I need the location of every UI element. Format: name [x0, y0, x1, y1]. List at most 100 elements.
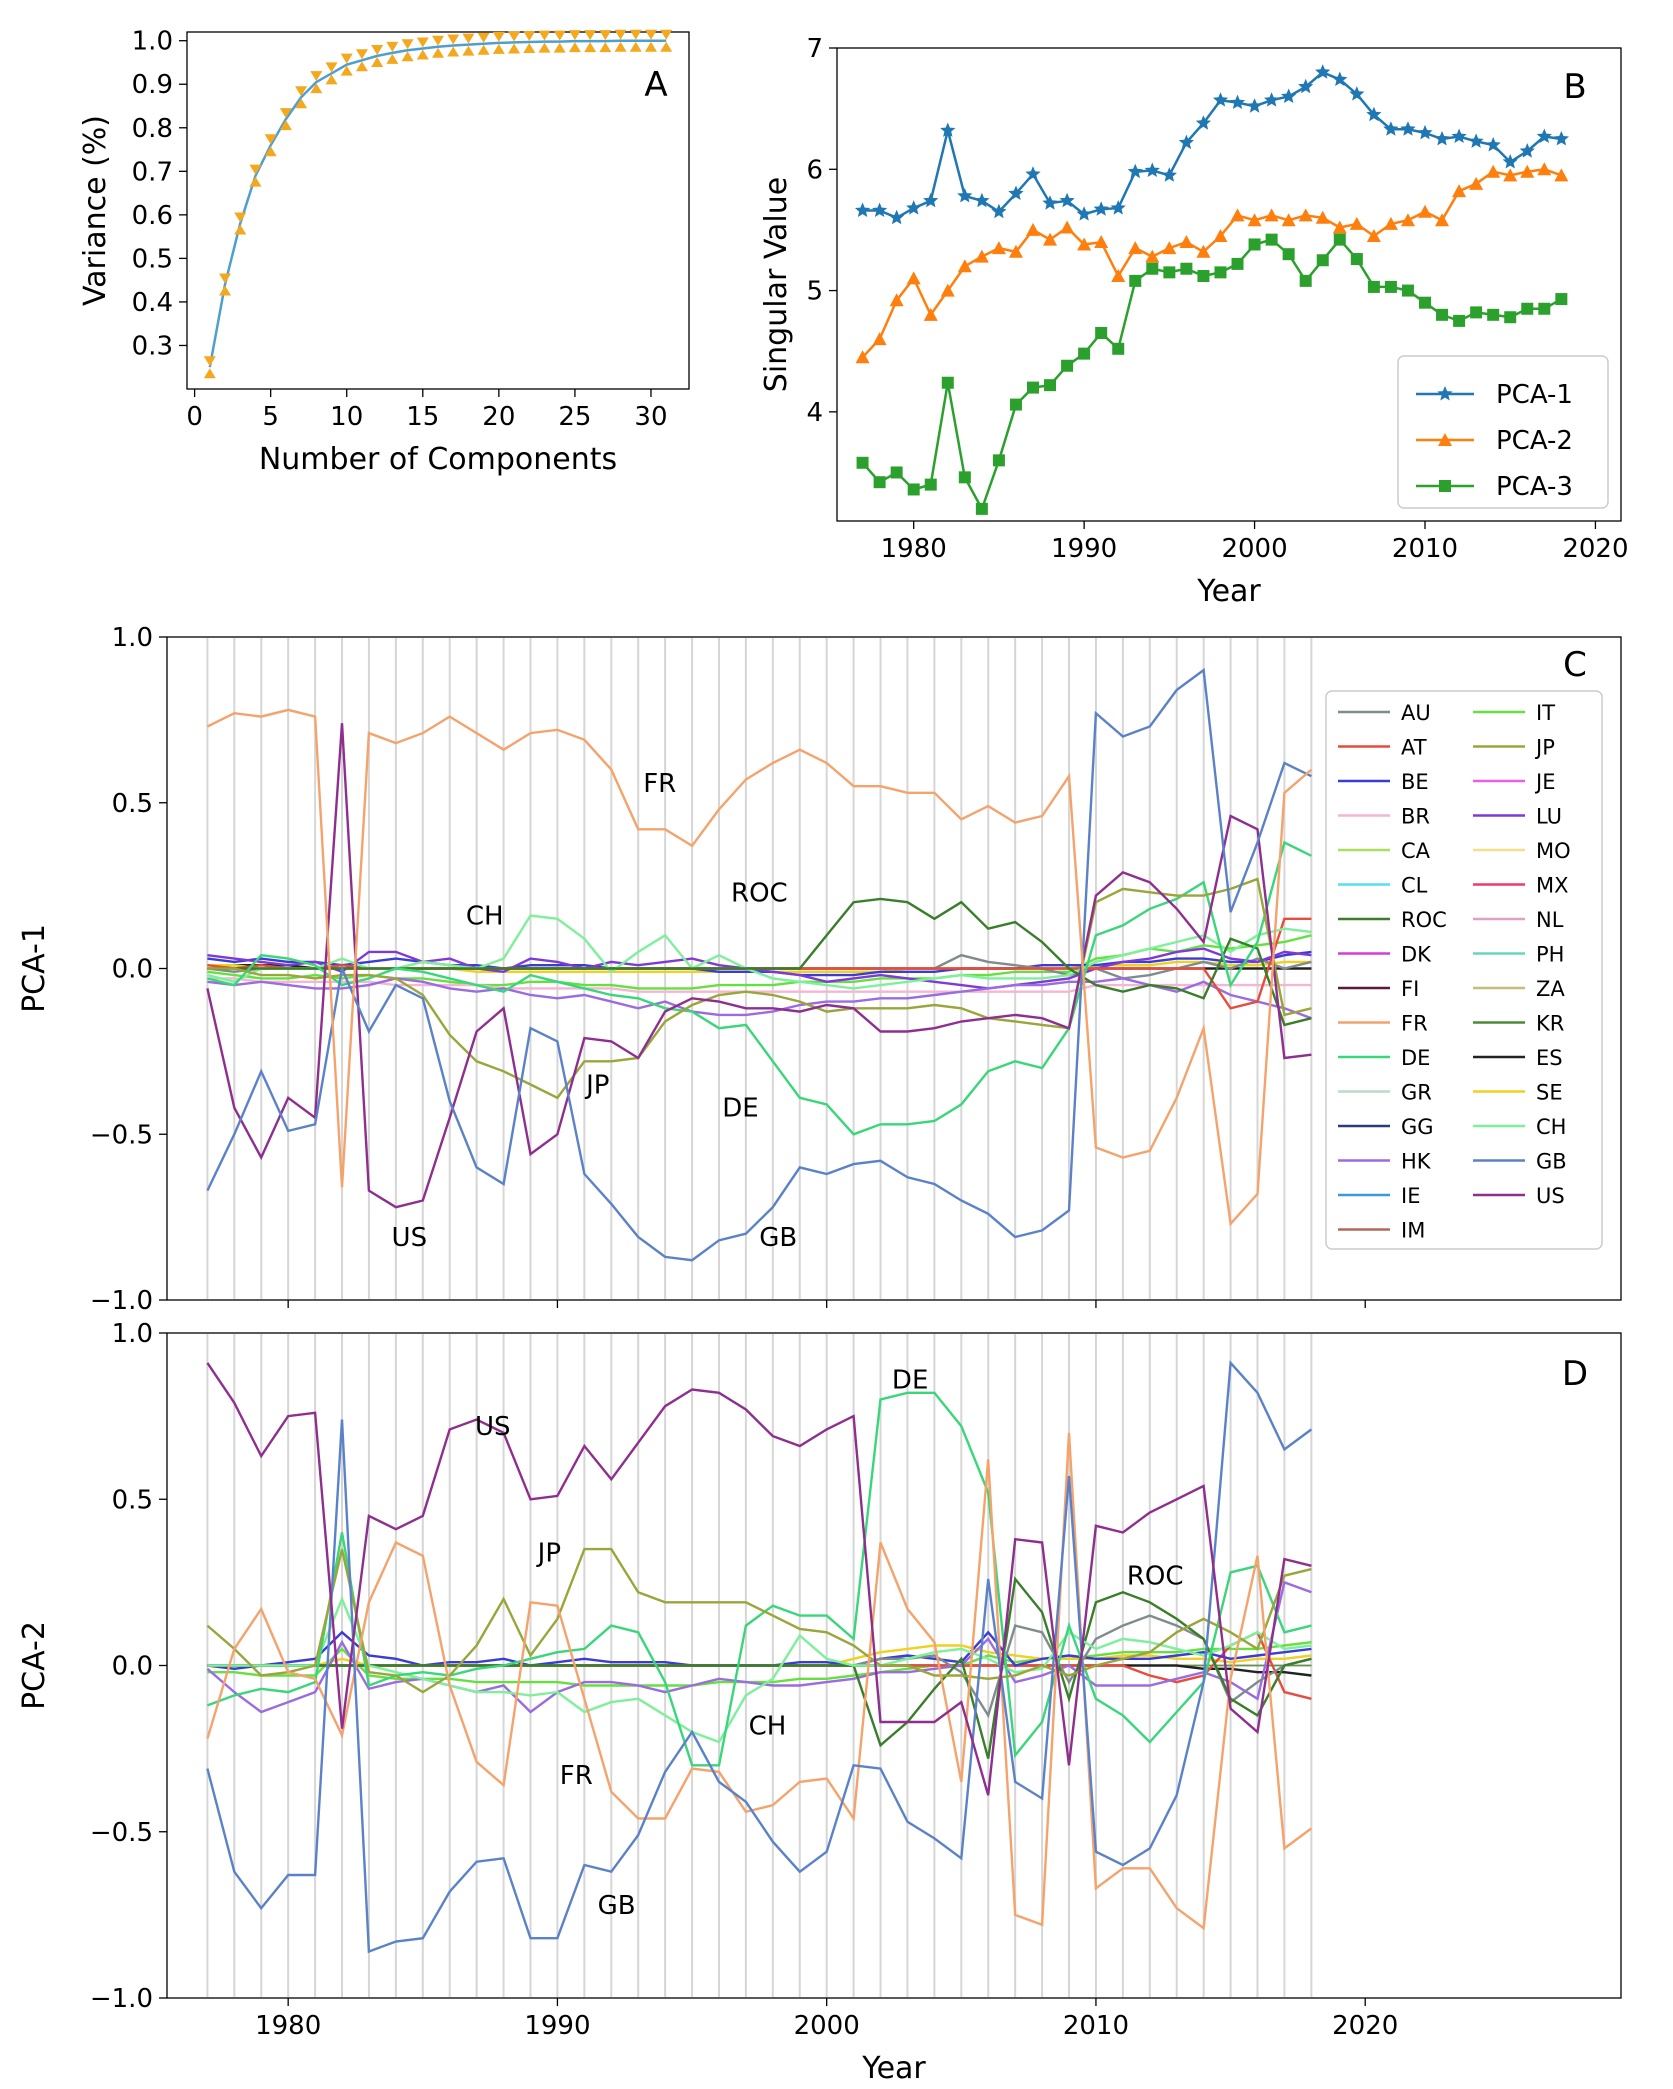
marker-triangle — [1162, 241, 1177, 255]
marker-square — [873, 476, 886, 489]
marker-down — [203, 356, 216, 367]
marker-square — [1333, 233, 1346, 246]
marker-triangle — [1452, 184, 1467, 198]
marker-square — [1299, 274, 1312, 287]
marker-down — [508, 31, 521, 42]
marker-triangle — [1008, 244, 1023, 258]
marker-triangle — [1145, 249, 1160, 263]
y-tick-label: 0.0 — [112, 955, 153, 985]
marker-up — [219, 285, 232, 296]
series-line-roc — [207, 897, 1312, 1027]
legend-label-gr: GR — [1401, 1081, 1432, 1105]
marker-triangle — [974, 249, 989, 263]
annotation-de: DE — [722, 1094, 758, 1124]
annotation-jp: JP — [584, 1071, 609, 1101]
marker-star — [940, 122, 956, 137]
marker-triangle — [991, 241, 1006, 255]
x-tick-label: 1980 — [881, 534, 947, 564]
series-line-roc — [207, 1576, 1312, 1759]
marker-star — [974, 192, 990, 208]
legend-label-lu: LU — [1536, 805, 1562, 829]
x-tick-label: 2000 — [794, 2011, 860, 2041]
marker-square — [1163, 266, 1176, 279]
marker-square — [1009, 398, 1022, 411]
series-line-de — [206, 1391, 1312, 1767]
marker-down — [660, 29, 673, 40]
legend-label: PCA-3 — [1496, 472, 1573, 502]
marker-triangle — [1196, 244, 1211, 258]
marker-star — [1247, 98, 1263, 113]
marker-star — [1161, 167, 1177, 182]
marker-square — [1095, 327, 1108, 340]
marker-triangle — [1060, 220, 1075, 234]
marker-star — [1400, 121, 1416, 136]
marker-star — [1383, 121, 1399, 136]
marker-square — [1231, 257, 1244, 270]
series-line-hk — [207, 977, 1312, 1020]
y-tick-label: 1.0 — [112, 623, 153, 653]
legend-label-cl: CL — [1401, 874, 1428, 898]
marker-star — [1076, 206, 1092, 221]
annotation-us: US — [475, 1412, 511, 1442]
series-line-fr — [206, 1432, 1313, 1931]
marker-up — [523, 43, 536, 54]
y-tick-label: −0.5 — [90, 1120, 153, 1150]
legend-label-za: ZA — [1536, 977, 1565, 1001]
marker-down — [599, 30, 612, 41]
marker-down — [355, 49, 368, 60]
marker-star — [872, 202, 888, 217]
series-line-jp — [207, 877, 1312, 1100]
marker-square — [1316, 254, 1329, 267]
y-tick-label: 1.0 — [132, 27, 173, 57]
x-tick-label: 2010 — [1392, 534, 1458, 564]
panel-a: 0 5 10 15 20 25 30 0.3 0.4 0.5 0.6 0.7 0.8 0.9 1.0 Numb… — [78, 27, 690, 477]
marker-triangle — [1026, 222, 1040, 236]
y-tick-label: 0.8 — [132, 114, 173, 144]
legend-label-im: IM — [1401, 1219, 1425, 1243]
marker-down — [295, 86, 308, 97]
marker-up — [203, 368, 216, 379]
marker-square — [941, 376, 954, 389]
marker-triangle — [1264, 208, 1279, 222]
series-line-fr — [206, 708, 1313, 1227]
series-line-at — [207, 917, 1312, 1010]
series-line-it — [207, 1641, 1312, 1687]
marker-square — [1555, 293, 1568, 306]
marker-square — [1367, 280, 1380, 293]
marker-square — [975, 502, 988, 515]
marker-star — [889, 209, 905, 225]
marker-star — [906, 200, 922, 215]
y-tick-label: 0.7 — [132, 157, 173, 187]
marker-triangle — [1349, 216, 1364, 230]
legend-label-be: BE — [1401, 770, 1429, 794]
annotation-ch: CH — [749, 1711, 787, 1741]
x-axis-label: Number of Components — [259, 442, 617, 477]
marker-down — [614, 29, 627, 40]
marker-square — [1214, 266, 1227, 279]
x-tick-label: 20 — [482, 402, 515, 432]
marker-down — [523, 31, 536, 42]
panel-label: B — [1563, 67, 1586, 107]
legend-label-mo: MO — [1536, 839, 1571, 863]
marker-square — [958, 471, 971, 484]
series-line-be — [207, 950, 1312, 977]
marker-square — [1401, 284, 1414, 297]
legend-label-ca: CA — [1401, 839, 1431, 863]
legend-label-at: AT — [1401, 736, 1427, 760]
y-tick-label: 0.0 — [112, 1652, 153, 1682]
marker-up — [310, 83, 323, 94]
marker-down — [219, 273, 232, 284]
marker-star — [1229, 94, 1246, 109]
marker-down — [644, 29, 657, 40]
panel-label: C — [1563, 645, 1587, 685]
marker-star — [991, 203, 1007, 219]
legend-marker — [1437, 386, 1453, 401]
marker-square — [1027, 381, 1039, 394]
marker-triangle — [1537, 162, 1552, 176]
marker-star — [1281, 88, 1297, 103]
marker-star — [1298, 78, 1314, 94]
marker-triangle — [1315, 210, 1330, 224]
series-line-be — [207, 1630, 1312, 1671]
marker-up — [477, 44, 490, 55]
legend-label-jp: JP — [1534, 736, 1555, 760]
